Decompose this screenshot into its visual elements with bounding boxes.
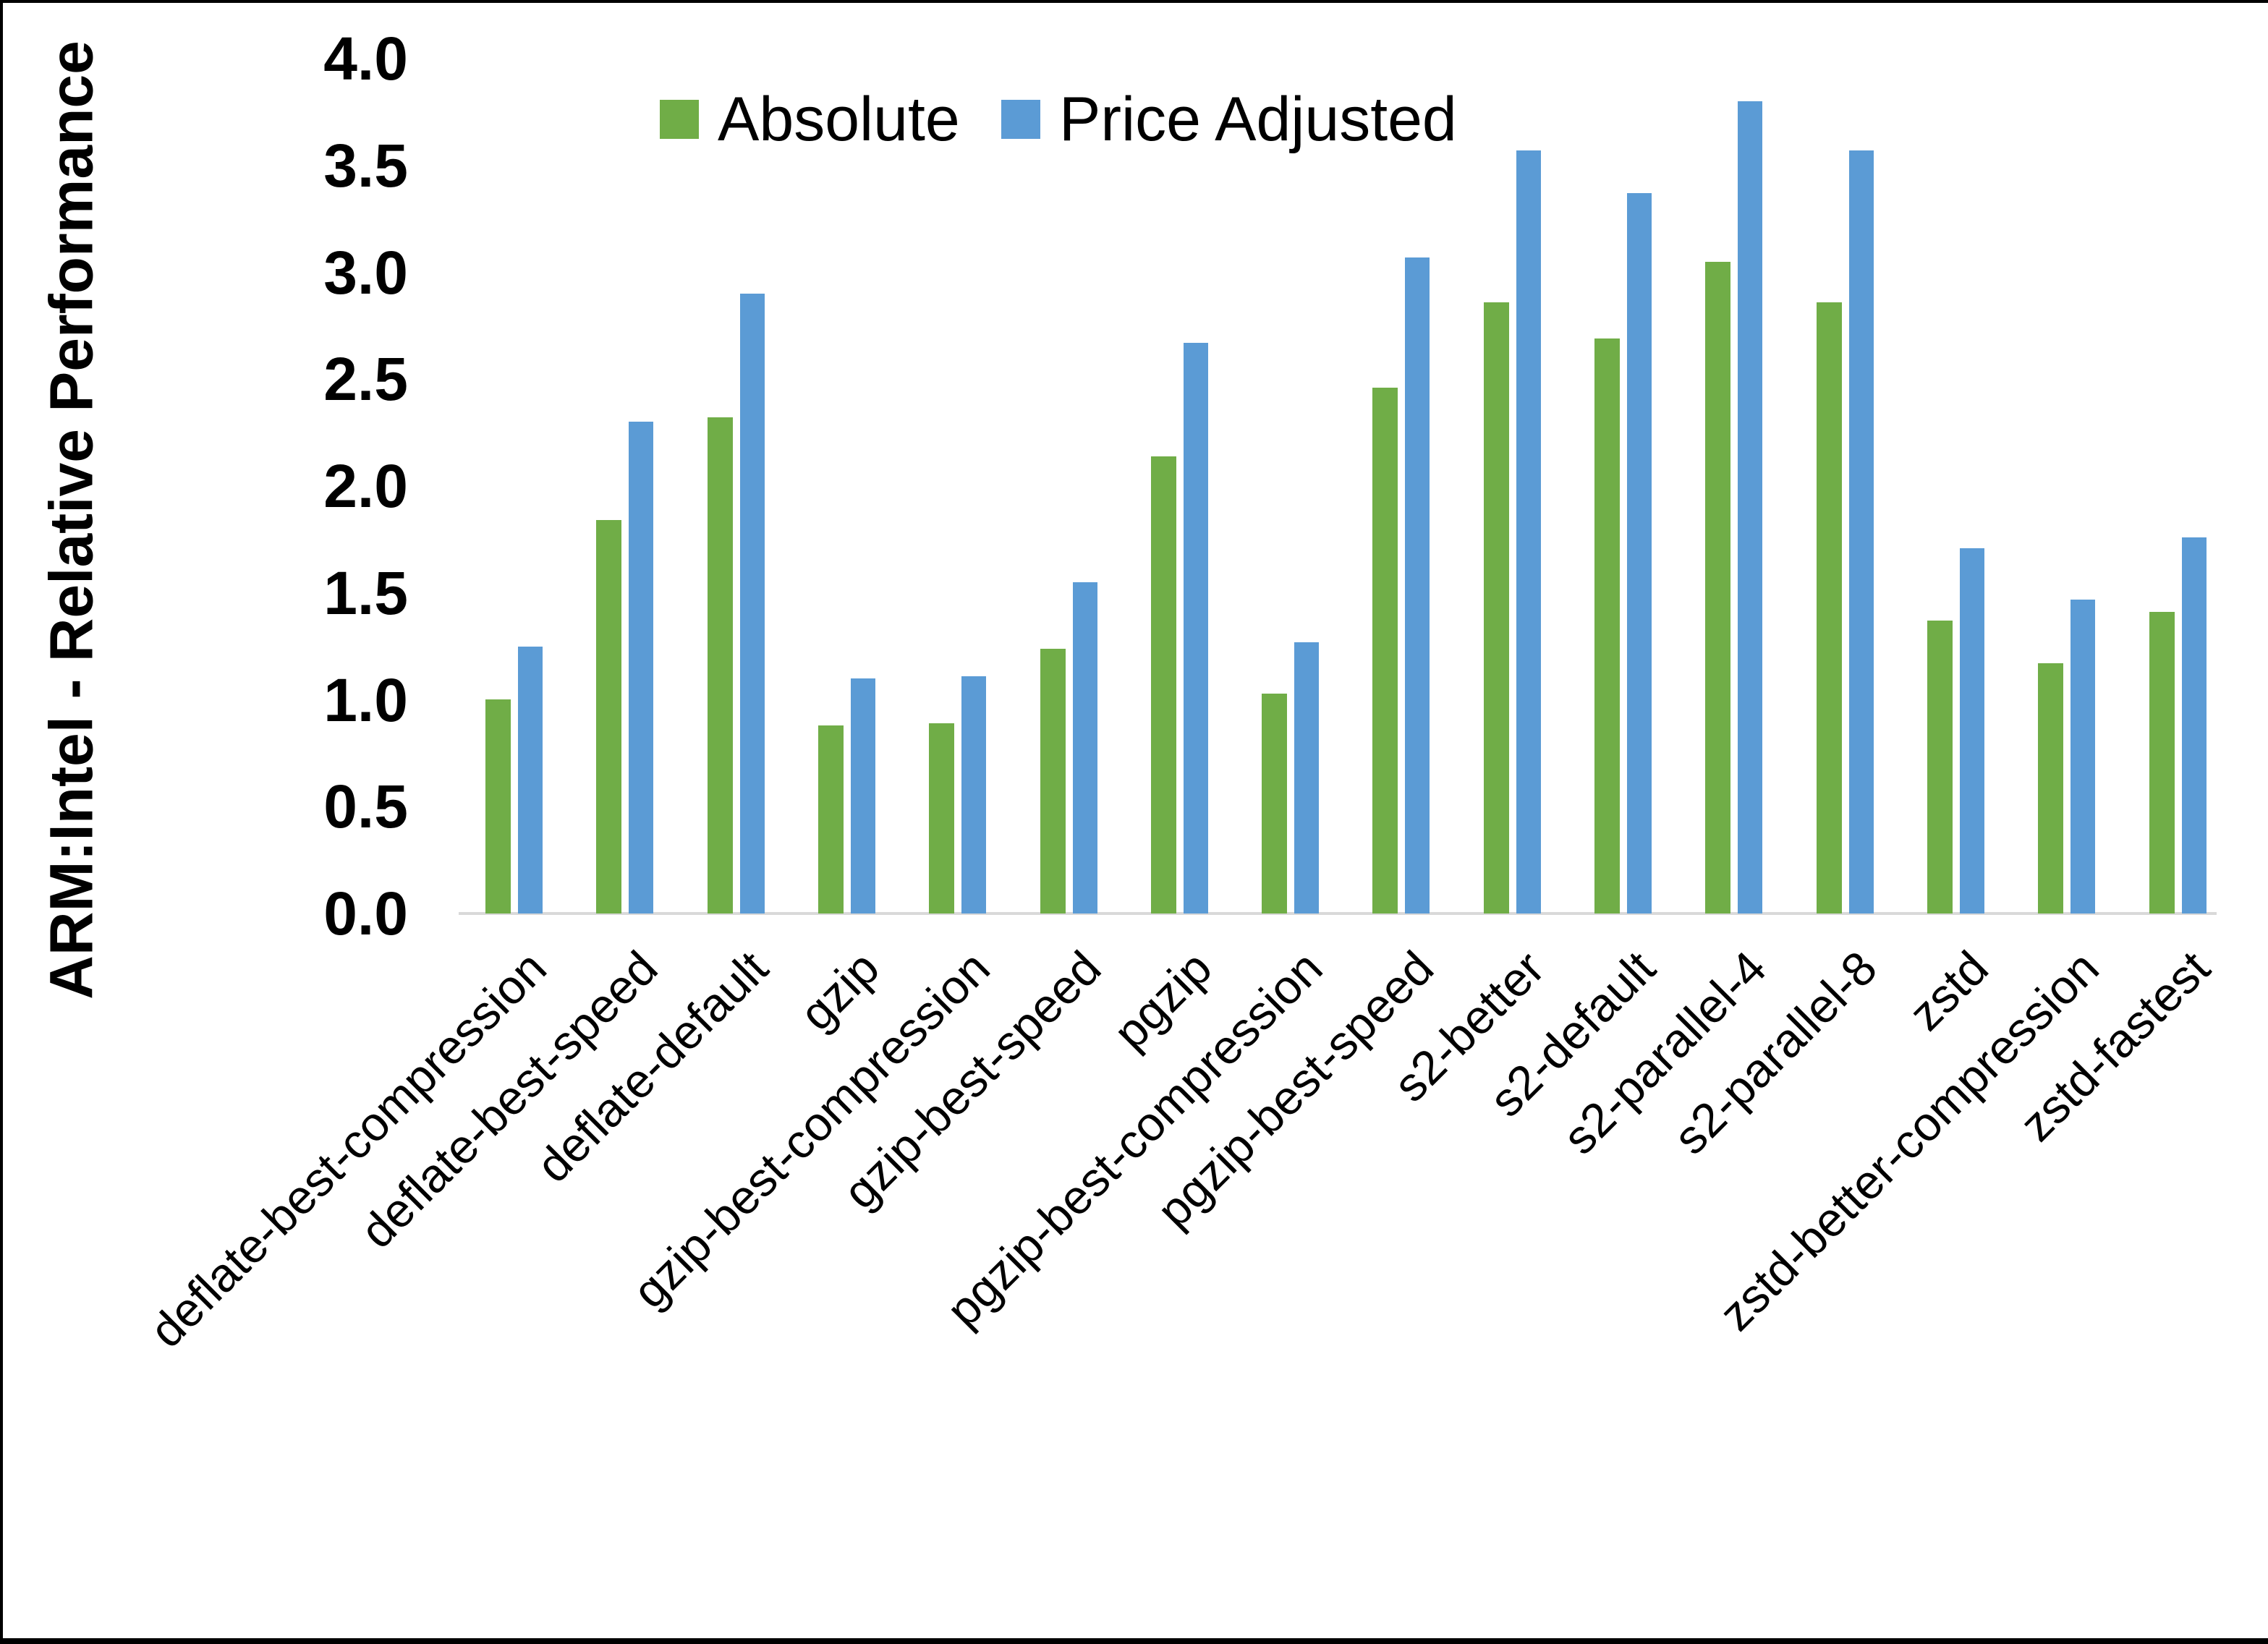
bar-pgzip-price-adjusted[interactable] bbox=[1184, 343, 1208, 913]
x-label-gzip: gzip bbox=[789, 940, 889, 1041]
y-tick-label-1.0: 1.0 bbox=[323, 665, 408, 734]
bar-zstd-price-adjusted[interactable] bbox=[1960, 548, 1984, 913]
bar-s2-parallel-4-price-adjusted[interactable] bbox=[1738, 101, 1762, 913]
bar-s2-default-absolute[interactable] bbox=[1594, 338, 1620, 913]
bar-pgzip-best-speed-absolute[interactable] bbox=[1372, 388, 1398, 913]
y-tick-label-3.0: 3.0 bbox=[323, 238, 408, 307]
bar-deflate-default-absolute[interactable] bbox=[708, 417, 733, 913]
y-tick-label-2.5: 2.5 bbox=[323, 345, 408, 414]
bar-zstd-better-compression-absolute[interactable] bbox=[2038, 663, 2063, 913]
legend-item-price-adjusted[interactable]: Price Adjusted bbox=[1001, 88, 1457, 150]
bar-deflate-best-compression-price-adjusted[interactable] bbox=[518, 647, 543, 913]
bar-s2-better-price-adjusted[interactable] bbox=[1516, 150, 1541, 913]
bar-deflate-default-price-adjusted[interactable] bbox=[740, 294, 765, 913]
bar-gzip-best-speed-absolute[interactable] bbox=[1040, 649, 1066, 913]
bar-gzip-price-adjusted[interactable] bbox=[851, 678, 875, 913]
y-tick-label-4.0: 4.0 bbox=[323, 25, 408, 93]
bar-gzip-best-compression-absolute[interactable] bbox=[929, 723, 954, 913]
bar-zstd-fastest-absolute[interactable] bbox=[2149, 612, 2175, 913]
bar-s2-default-price-adjusted[interactable] bbox=[1627, 193, 1652, 913]
x-axis-line bbox=[459, 912, 2217, 915]
plot-area bbox=[459, 59, 2217, 913]
bar-pgzip-absolute[interactable] bbox=[1151, 456, 1176, 913]
y-tick-label-0.0: 0.0 bbox=[323, 880, 408, 947]
legend-item-absolute[interactable]: Absolute bbox=[660, 88, 960, 150]
bar-s2-better-absolute[interactable] bbox=[1484, 302, 1509, 913]
bar-deflate-best-speed-absolute[interactable] bbox=[596, 520, 621, 913]
legend-label-absolute: Absolute bbox=[718, 85, 960, 154]
bar-s2-parallel-8-absolute[interactable] bbox=[1817, 302, 1842, 913]
bar-pgzip-best-compression-price-adjusted[interactable] bbox=[1294, 642, 1319, 913]
bar-zstd-better-compression-price-adjusted[interactable] bbox=[2070, 600, 2095, 913]
bar-pgzip-best-speed-price-adjusted[interactable] bbox=[1405, 257, 1430, 913]
bar-zstd-absolute[interactable] bbox=[1927, 621, 1953, 913]
bar-s2-parallel-8-price-adjusted[interactable] bbox=[1849, 150, 1874, 913]
bar-deflate-best-speed-price-adjusted[interactable] bbox=[629, 422, 653, 913]
bottom-border bbox=[3, 1638, 2268, 1644]
y-tick-label-2.0: 2.0 bbox=[323, 452, 408, 520]
bar-gzip-best-compression-price-adjusted[interactable] bbox=[961, 676, 986, 913]
legend-swatch-absolute-icon bbox=[660, 100, 699, 139]
bar-pgzip-best-compression-absolute[interactable] bbox=[1262, 694, 1287, 913]
bar-zstd-fastest-price-adjusted[interactable] bbox=[2182, 537, 2207, 913]
bar-s2-parallel-4-absolute[interactable] bbox=[1705, 262, 1730, 913]
y-tick-label-3.5: 3.5 bbox=[323, 131, 408, 200]
bar-gzip-best-speed-price-adjusted[interactable] bbox=[1073, 582, 1097, 913]
legend-label-price-adjusted: Price Adjusted bbox=[1059, 85, 1457, 154]
bar-gzip-absolute[interactable] bbox=[818, 725, 844, 913]
y-tick-label-0.5: 0.5 bbox=[323, 772, 408, 841]
y-tick-label-1.5: 1.5 bbox=[323, 558, 408, 627]
y-axis-title: ARM:Intel - Relative Performance bbox=[37, 41, 106, 1000]
legend-swatch-price-adjusted-icon bbox=[1001, 100, 1040, 139]
x-label-zstd: zstd bbox=[1898, 940, 1998, 1041]
bar-deflate-best-compression-absolute[interactable] bbox=[485, 699, 511, 913]
